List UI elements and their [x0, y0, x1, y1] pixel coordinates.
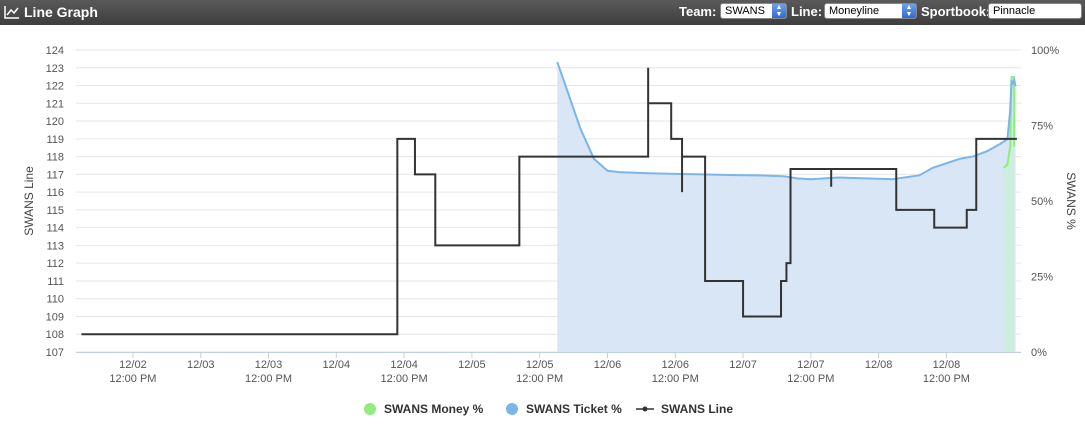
x-tick-time: 12:00 PM	[516, 373, 563, 385]
y-tick-label: 118	[46, 152, 64, 164]
x-tick-date: 12/05	[458, 359, 486, 371]
line-select-value: Moneyline	[829, 5, 880, 17]
x-tick-date: 12/07	[729, 359, 757, 371]
swans-line	[81, 67, 1017, 336]
select-arrows-icon: ▲ ▼	[772, 4, 786, 18]
x-tick-time: 12:00 PM	[923, 373, 970, 385]
legend-money-marker	[364, 403, 376, 415]
x-tick-date: 12/07	[797, 359, 825, 371]
team-select-value: SWANS	[725, 5, 765, 17]
chart-legend: SWANS Money % SWANS Ticket % SWANS Line	[364, 402, 733, 416]
y-tick-label: 117	[46, 169, 64, 181]
x-tick-date: 12/05	[526, 359, 554, 371]
y-tick-label: 110	[46, 294, 64, 306]
y-tick-label: 122	[46, 81, 64, 93]
page-title: Line Graph	[24, 4, 98, 20]
sportsbook-label: Sportbook:	[921, 4, 991, 19]
y-tick-label: 108	[46, 329, 64, 341]
x-tick-date: 12/04	[390, 359, 418, 371]
line-label: Line:	[791, 4, 823, 19]
y2-axis-title: SWANS %	[1064, 172, 1078, 230]
select-arrows-icon: ▲ ▼	[902, 4, 916, 18]
y-tick-label: 119	[46, 134, 64, 146]
y-tick-label: 113	[46, 240, 64, 252]
sportsbook-select[interactable]: Pinnacle	[988, 3, 1082, 19]
y2-tick-label: 100%	[1031, 45, 1059, 57]
legend-line-marker-dot	[642, 406, 648, 412]
x-tick-time: 12:00 PM	[245, 373, 292, 385]
team-select[interactable]: SWANS ▲ ▼	[720, 3, 787, 19]
y-tick-label: 112	[46, 258, 64, 270]
y2-tick-label: 50%	[1031, 196, 1053, 208]
y-tick-label: 124	[46, 45, 64, 57]
legend-ticket-label: SWANS Ticket %	[526, 402, 622, 416]
y-tick-label: 120	[46, 116, 64, 128]
y-tick-label: 123	[46, 63, 64, 75]
line-chart-icon	[4, 6, 19, 19]
series-layer	[81, 61, 1017, 353]
y-tick-label: 115	[46, 205, 64, 217]
x-tick-date: 12/08	[933, 359, 961, 371]
y-tick-label: 114	[46, 223, 64, 235]
y-axis-title: SWANS Line	[22, 166, 36, 236]
grid-lines	[76, 49, 1021, 353]
legend-ticket-marker	[506, 403, 518, 415]
x-tick-date: 12/08	[865, 359, 893, 371]
x-tick-date: 12/03	[255, 359, 283, 371]
x-tick-date: 12/06	[662, 359, 690, 371]
x-tick-date: 12/06	[594, 359, 622, 371]
x-tick-date: 12/04	[323, 359, 351, 371]
line-select[interactable]: Moneyline ▲ ▼	[824, 3, 917, 19]
y2-tick-label: 0%	[1031, 347, 1047, 359]
ticket-area	[557, 62, 1016, 352]
sportsbook-select-value: Pinnacle	[993, 5, 1036, 17]
x-tick-time: 12:00 PM	[381, 373, 428, 385]
line-chart: 107 108 109 110 111 112 113 114 115 116 117 118 119 1…	[22, 45, 1078, 416]
axes: 107 108 109 110 111 112 113 114 115 116 117 118 119 1…	[22, 45, 1078, 385]
x-tick-time: 12:00 PM	[109, 373, 156, 385]
money-area	[1003, 77, 1015, 353]
y-tick-label: 107	[46, 347, 64, 359]
legend-line-label: SWANS Line	[661, 402, 733, 416]
x-tick-time: 12:00 PM	[652, 373, 699, 385]
y2-tick-label: 75%	[1031, 121, 1053, 133]
x-tick-time: 12:00 PM	[787, 373, 834, 385]
y-tick-label: 111	[47, 276, 64, 288]
team-label: Team:	[679, 4, 717, 19]
y-tick-label: 109	[46, 311, 64, 323]
y-tick-label: 121	[46, 98, 64, 110]
y2-tick-label: 25%	[1031, 272, 1053, 284]
x-tick-date: 12/02	[119, 359, 147, 371]
chart-header: Line Graph Team: SWANS ▲ ▼ Line: Moneylin…	[0, 0, 1085, 25]
legend-money-label: SWANS Money %	[384, 402, 484, 416]
x-tick-date: 12/03	[187, 359, 215, 371]
y-tick-label: 116	[46, 187, 64, 199]
